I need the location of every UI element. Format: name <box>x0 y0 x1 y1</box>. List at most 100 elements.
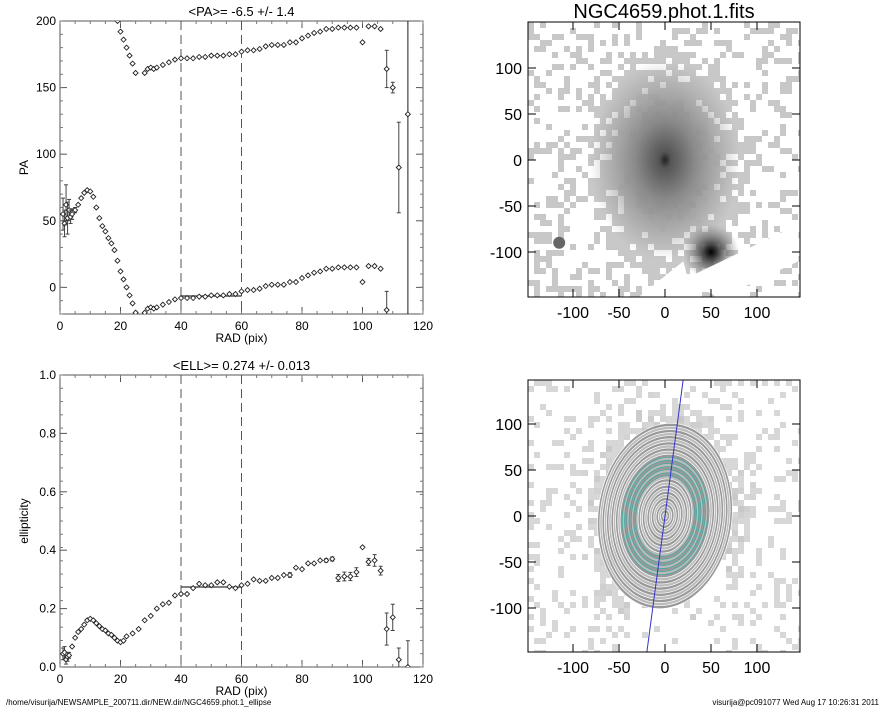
image-pixel <box>558 154 564 160</box>
image-pixel <box>786 148 792 154</box>
image-pixel <box>726 214 732 220</box>
image-pixel <box>780 476 786 482</box>
image-pixel <box>738 410 744 416</box>
image-pixel <box>612 602 618 608</box>
image-pixel <box>540 620 546 626</box>
image-pixel <box>750 458 756 464</box>
image-pixel <box>750 292 756 297</box>
y-tick-label: 0.0 <box>39 660 56 674</box>
image-pixel <box>798 70 800 76</box>
data-point <box>123 44 130 51</box>
data-point <box>250 47 257 54</box>
image-pixel <box>660 262 666 268</box>
image-pixel <box>576 292 582 297</box>
image-pixel <box>546 256 552 262</box>
image-pixel <box>732 614 738 620</box>
image-pixel <box>726 566 732 572</box>
image-pixel <box>594 416 600 422</box>
image-pixel <box>546 40 552 46</box>
image-pixel <box>726 40 732 46</box>
image-pixel <box>528 34 534 40</box>
image-pixel <box>528 566 534 572</box>
data-point <box>304 560 312 567</box>
image-pixel <box>684 58 690 64</box>
x-tick-label: 0 <box>57 319 64 333</box>
image-pixel <box>744 166 750 172</box>
data-point <box>317 268 324 275</box>
data-point <box>353 264 360 271</box>
image-pixel <box>798 76 800 82</box>
data-point <box>111 634 118 641</box>
image-pixel <box>732 476 738 482</box>
image-pixel <box>540 22 546 28</box>
image-pixel <box>546 88 552 94</box>
image-pixel <box>540 608 546 614</box>
image-pixel <box>564 88 570 94</box>
x-tick-label: 100 <box>352 672 372 686</box>
image-pixel <box>768 22 774 28</box>
image-pixel <box>762 428 768 434</box>
image-pixel <box>588 286 594 292</box>
data-point <box>395 164 402 171</box>
image-pixel <box>648 262 654 268</box>
image-pixel <box>624 428 630 434</box>
image-pixel <box>738 190 744 196</box>
image-pixel <box>738 232 744 238</box>
y-tick-label: 0.4 <box>39 543 56 557</box>
image-pixel <box>540 506 546 512</box>
image-pixel <box>528 512 534 518</box>
x-tick-label: 50 <box>702 305 720 322</box>
image-pixel <box>768 100 774 106</box>
image-pixel <box>768 542 774 548</box>
data-point <box>377 567 384 574</box>
image-pixel <box>798 256 800 262</box>
image-pixel <box>720 76 726 82</box>
image-pixel <box>588 136 594 142</box>
y-tick-label: 0.2 <box>39 602 56 616</box>
data-point <box>256 285 263 292</box>
image-pixel <box>528 148 534 154</box>
data-point <box>108 240 115 247</box>
image-pixel <box>546 380 552 386</box>
image-pixel <box>594 518 600 524</box>
image-pixel <box>774 476 780 482</box>
image-pixel <box>588 106 594 112</box>
image-pixel <box>786 380 792 386</box>
image-pixel <box>546 142 552 148</box>
image-pixel <box>630 250 636 256</box>
image-pixel <box>534 518 540 524</box>
image-pixel <box>672 638 678 644</box>
image-pixel <box>600 214 606 220</box>
image-pixel <box>780 208 786 214</box>
image-pixel <box>750 190 756 196</box>
image-pixel <box>732 196 738 202</box>
image-pixel <box>774 428 780 434</box>
image-pixel <box>594 524 600 530</box>
image-pixel <box>678 256 684 262</box>
image-pixel <box>546 196 552 202</box>
image-pixel <box>786 28 792 34</box>
image-pixel <box>732 494 738 500</box>
image-pixel <box>606 226 612 232</box>
data-point <box>171 56 179 63</box>
image-pixel <box>612 22 618 28</box>
image-pixel <box>546 464 552 470</box>
y-tick-label: 50 <box>43 214 57 228</box>
data-point <box>404 663 412 667</box>
image-pixel <box>564 608 570 614</box>
image-pixel <box>642 262 648 268</box>
image-pixel <box>540 404 546 410</box>
image-pixel <box>576 488 582 494</box>
data-point <box>371 23 378 30</box>
image-pixel <box>546 386 552 392</box>
image-pixel <box>732 518 738 524</box>
data-point <box>262 577 269 584</box>
data-point <box>226 583 233 590</box>
image-pixel <box>576 196 582 202</box>
image-pixel <box>594 482 600 488</box>
image-pixel <box>690 614 696 620</box>
image-pixel <box>600 608 606 614</box>
image-pixel <box>720 380 726 386</box>
image-pixel <box>570 482 576 488</box>
image-pixel <box>780 578 786 584</box>
